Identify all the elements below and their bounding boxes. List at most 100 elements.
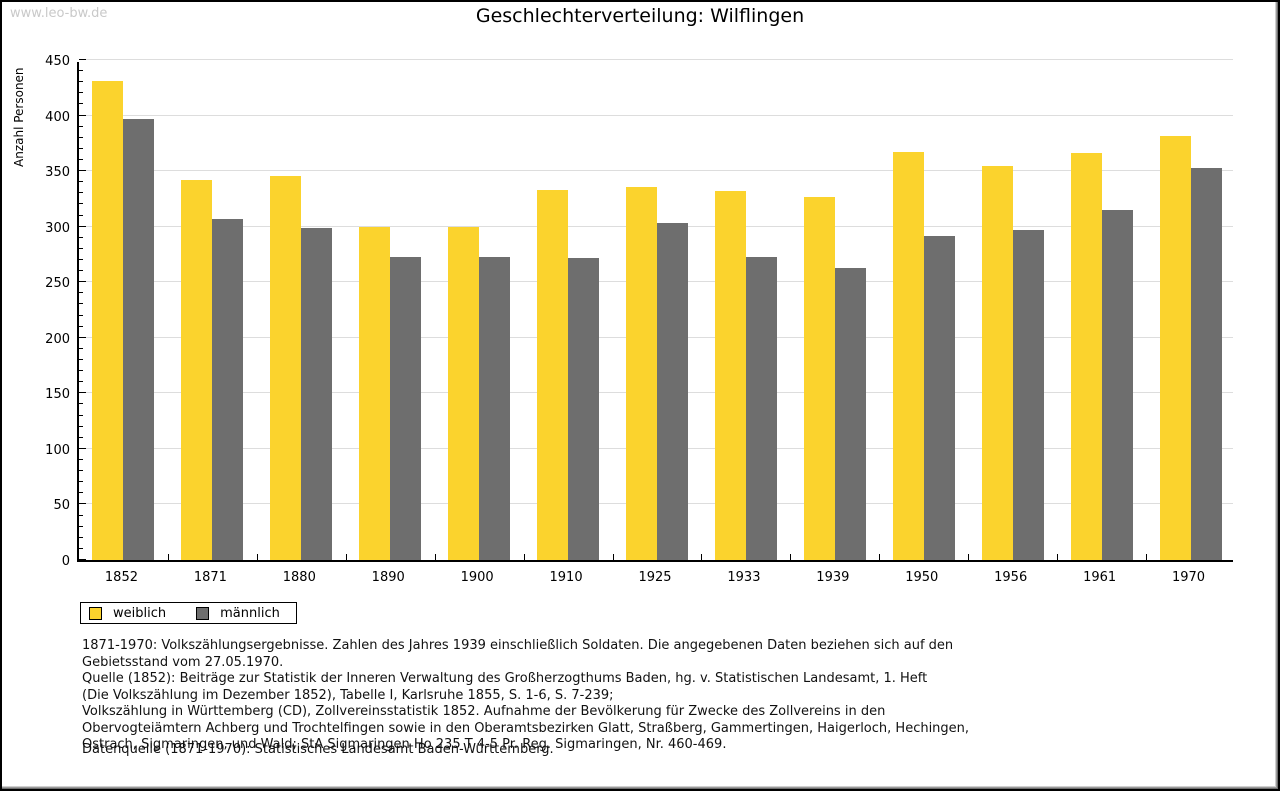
y-axis-minor-tick: [79, 236, 83, 238]
x-axis-tick: [256, 554, 258, 560]
x-tick-label: 1900: [460, 570, 494, 585]
y-tick-label: 400: [45, 109, 70, 125]
bar-weiblich-1956: [981, 165, 1013, 560]
y-tick-label: 150: [45, 387, 70, 403]
y-axis-minor-tick: [79, 259, 83, 260]
y-axis-major-tick: [79, 59, 86, 60]
y-axis-minor-tick: [79, 370, 83, 372]
maennlich-swatch-icon: [196, 606, 210, 620]
datasource-note: Datenquelle (1871-1970): Statistisches L…: [82, 742, 554, 757]
bar-weiblich-1871: [181, 180, 213, 560]
bar-maennlich-1871: [212, 218, 244, 560]
y-axis-minor-tick: [79, 547, 83, 549]
x-axis-tick: [1057, 554, 1059, 560]
y-tick-label: 50: [53, 498, 70, 514]
bar-maennlich-1852: [123, 118, 155, 560]
y-axis-major-tick: [79, 392, 86, 394]
y-axis-minor-tick: [79, 470, 83, 472]
bar-maennlich-1900: [479, 256, 511, 560]
y-axis-minor-tick: [79, 536, 83, 538]
y-axis-minor-tick: [79, 381, 83, 383]
bar-maennlich-1880: [301, 227, 333, 560]
y-axis-minor-tick: [79, 247, 83, 249]
y-axis-major-tick: [79, 503, 86, 505]
footnote-line: Volkszählung in Württemberg (CD), Zollve…: [82, 704, 886, 719]
bar-weiblich-1910: [537, 190, 569, 560]
bar-maennlich-1890: [390, 256, 422, 560]
y-tick-label: 0: [61, 554, 70, 569]
y-axis-minor-tick: [79, 314, 83, 316]
y-axis-major-tick: [79, 170, 86, 172]
y-axis-minor-tick: [79, 347, 83, 349]
footnote-line: Quelle (1852): Beiträge zur Statistik de…: [82, 671, 928, 686]
x-tick-label: 1933: [727, 570, 761, 585]
y-axis-minor-tick: [79, 492, 83, 494]
gridline: [79, 59, 1233, 60]
y-axis-minor-tick: [79, 92, 83, 94]
y-axis-minor-tick: [79, 436, 83, 438]
x-tick-label: 1852: [104, 570, 138, 585]
y-axis-minor-tick: [79, 270, 83, 272]
y-axis-minor-tick: [79, 81, 83, 83]
y-axis-minor-tick: [79, 303, 83, 305]
y-tick-label: 350: [45, 165, 70, 181]
legend: weiblich männlich: [80, 602, 297, 624]
bar-weiblich-1961: [1070, 153, 1102, 560]
y-axis-minor-tick: [79, 103, 83, 105]
bar-weiblich-1950: [892, 152, 924, 560]
y-tick-label: 450: [45, 54, 70, 69]
footnote-line: 1871-1970: Volkszählungsergebnisse. Zahl…: [82, 638, 954, 653]
footnote-line: Gebietsstand vom 27.05.1970.: [82, 654, 284, 670]
footnotes: 1871-1970: Volkszählungsergebnisse. Zahl…: [82, 638, 969, 754]
y-axis-minor-tick: [79, 192, 83, 194]
bar-maennlich-1950: [923, 235, 955, 560]
y-axis-minor-tick: [79, 136, 83, 138]
x-tick-label: 1950: [905, 570, 939, 585]
bar-maennlich-1933: [745, 256, 777, 560]
y-axis-major-tick: [79, 281, 86, 283]
x-axis-tick: [879, 554, 881, 560]
bar-maennlich-1970: [1190, 167, 1222, 560]
x-axis-tick: [790, 554, 792, 560]
y-axis-minor-tick: [79, 159, 83, 160]
bar-weiblich-1852: [92, 81, 124, 560]
bar-weiblich-1925: [626, 186, 657, 560]
x-tick-label: 1890: [371, 570, 405, 585]
y-axis-minor-tick: [79, 325, 83, 327]
bar-weiblich-1880: [270, 175, 302, 560]
y-axis-major-tick: [79, 447, 86, 449]
bar-maennlich-1925: [657, 223, 688, 560]
y-axis-minor-tick: [79, 359, 83, 360]
x-axis-tick: [701, 554, 703, 560]
x-axis-tick: [612, 554, 614, 560]
x-tick-label: 1961: [1083, 570, 1117, 585]
y-axis-label: Anzahl Personen: [12, 67, 26, 167]
x-tick-label: 1956: [994, 570, 1028, 585]
bar-weiblich-1939: [803, 196, 835, 560]
bar-weiblich-1900: [448, 226, 480, 560]
x-axis-tick: [523, 554, 525, 560]
x-axis-tick: [968, 554, 970, 560]
x-axis-tick: [434, 554, 436, 560]
y-axis-minor-tick: [79, 425, 83, 427]
y-axis-major-tick: [79, 559, 86, 560]
plot-area: [77, 59, 1233, 562]
legend-label: weiblich: [113, 605, 167, 621]
bar-weiblich-1970: [1159, 135, 1191, 560]
legend-item-weiblich: weiblich: [89, 606, 166, 621]
bar-maennlich-1956: [1012, 230, 1044, 560]
gridline: [79, 170, 1233, 172]
watermark: www.leo-bw.de: [10, 6, 108, 21]
y-tick-label: 250: [45, 276, 70, 292]
footnote-line: (Die Volkszählung im Dezember 1852), Tab…: [82, 687, 614, 703]
gridline: [79, 114, 1233, 116]
bar-maennlich-1939: [834, 267, 866, 560]
x-tick-label: 1880: [282, 570, 316, 585]
legend-label: männlich: [220, 605, 280, 621]
x-axis-tick: [345, 554, 347, 560]
x-tick-label: 1939: [816, 570, 850, 585]
y-axis-minor-tick: [79, 125, 83, 127]
footnote-line: Ostrach, Sigmaringen, und Wald; StA Sigm…: [82, 737, 727, 752]
y-tick-label: 300: [45, 220, 70, 236]
